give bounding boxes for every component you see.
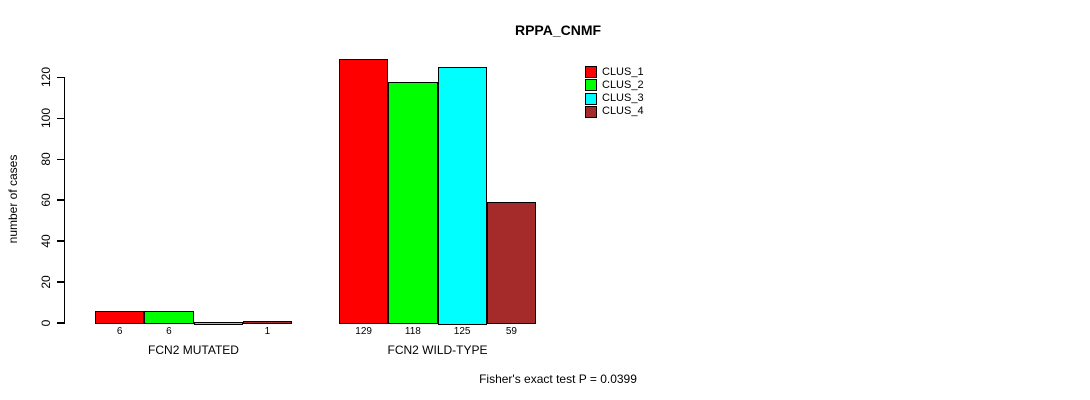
y-tick-label: 60: [39, 193, 53, 207]
y-tick-mark: [56, 281, 64, 283]
y-tick-label: 120: [39, 67, 53, 88]
y-tick-mark: [56, 158, 64, 161]
bar-clus_2-group1: [144, 310, 194, 325]
y-tick-mark: [56, 76, 64, 79]
y-tick-mark: [56, 240, 64, 242]
bar-clus_2-group2: [388, 81, 438, 325]
category-label: FCN2 MUTATED: [148, 343, 239, 357]
bar-value-label: 125: [453, 326, 471, 337]
annotation-text: Fisher's exact test P = 0.0399: [479, 372, 637, 386]
y-tick-label: 80: [39, 152, 53, 166]
bar-value-label: 59: [505, 326, 517, 337]
legend-swatch-clus_4: [585, 105, 597, 118]
legend-label-clus_1: CLUS_1: [602, 65, 644, 78]
chart-title: RPPA_CNMF: [514, 22, 602, 38]
bar-value-label: 6: [166, 326, 172, 337]
y-tick-label: 100: [39, 108, 53, 129]
legend-swatch-clus_3: [585, 92, 597, 105]
bar-value-label: 6: [116, 326, 123, 337]
legend-label-clus_4: CLUS_4: [602, 105, 644, 118]
y-axis-line: [63, 77, 65, 324]
legend-label-clus_2: CLUS_2: [602, 78, 644, 91]
legend-label-clus_3: CLUS_3: [602, 92, 644, 105]
bar-value-label: 129: [355, 326, 372, 337]
y-axis-label: number of cases: [6, 154, 20, 244]
y-tick-label: 40: [39, 234, 53, 248]
category-label: FCN2 WILD-TYPE: [387, 343, 488, 357]
legend-swatch-clus_2: [585, 79, 597, 92]
bar-clus_1-group2: [339, 59, 389, 325]
y-tick-label: 0: [39, 319, 53, 327]
y-tick-mark: [56, 199, 64, 201]
bar-clus_4-group1: [242, 320, 292, 325]
bar-value-label: 118: [404, 326, 421, 337]
bar-value-label: 1: [264, 326, 271, 337]
y-tick-mark: [56, 117, 64, 120]
y-tick-mark: [56, 322, 64, 324]
bar-clus_1-group1: [95, 310, 145, 325]
bar-clus_3-group1: [193, 322, 243, 325]
y-tick-label: 20: [39, 275, 53, 289]
legend-swatch-clus_1: [585, 66, 597, 78]
bar-clus_4-group2: [486, 202, 536, 325]
bar-clus_3-group2: [437, 67, 487, 325]
